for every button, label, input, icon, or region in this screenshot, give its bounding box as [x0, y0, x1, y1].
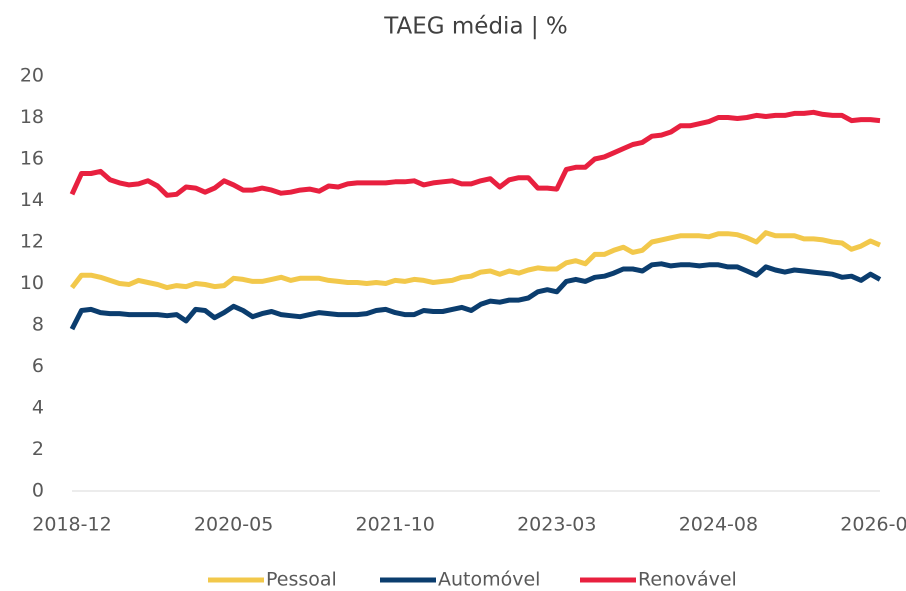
y-tick-label: 0: [32, 480, 44, 502]
y-tick-label: 18: [20, 106, 44, 128]
y-tick-label: 6: [32, 355, 44, 377]
x-tick-label: 2021-10: [356, 514, 435, 536]
y-tick-label: 2: [32, 438, 44, 460]
line-series: [69, 261, 882, 331]
legend-label: Pessoal: [266, 569, 337, 591]
y-tick-label: 20: [20, 65, 44, 87]
x-tick-label: 2020-05: [194, 514, 273, 536]
y-tick-label: 8: [32, 314, 44, 336]
y-tick-label: 10: [20, 272, 44, 294]
line-series: [70, 230, 881, 291]
x-tick-label: 2024-08: [679, 514, 758, 536]
y-tick-label: 12: [20, 231, 44, 253]
chart-title: TAEG média | %: [383, 14, 568, 40]
x-tick-label: 2026-01: [840, 514, 906, 536]
y-tick-label: 14: [20, 189, 44, 211]
legend-label: Automóvel: [438, 569, 540, 591]
y-tick-label: 4: [32, 397, 44, 419]
x-tick-label: 2023-03: [517, 514, 596, 536]
legend-label: Renovável: [638, 569, 737, 591]
line-series: [69, 109, 881, 198]
y-tick-label: 16: [20, 148, 44, 170]
x-tick-label: 2018-12: [32, 514, 111, 536]
